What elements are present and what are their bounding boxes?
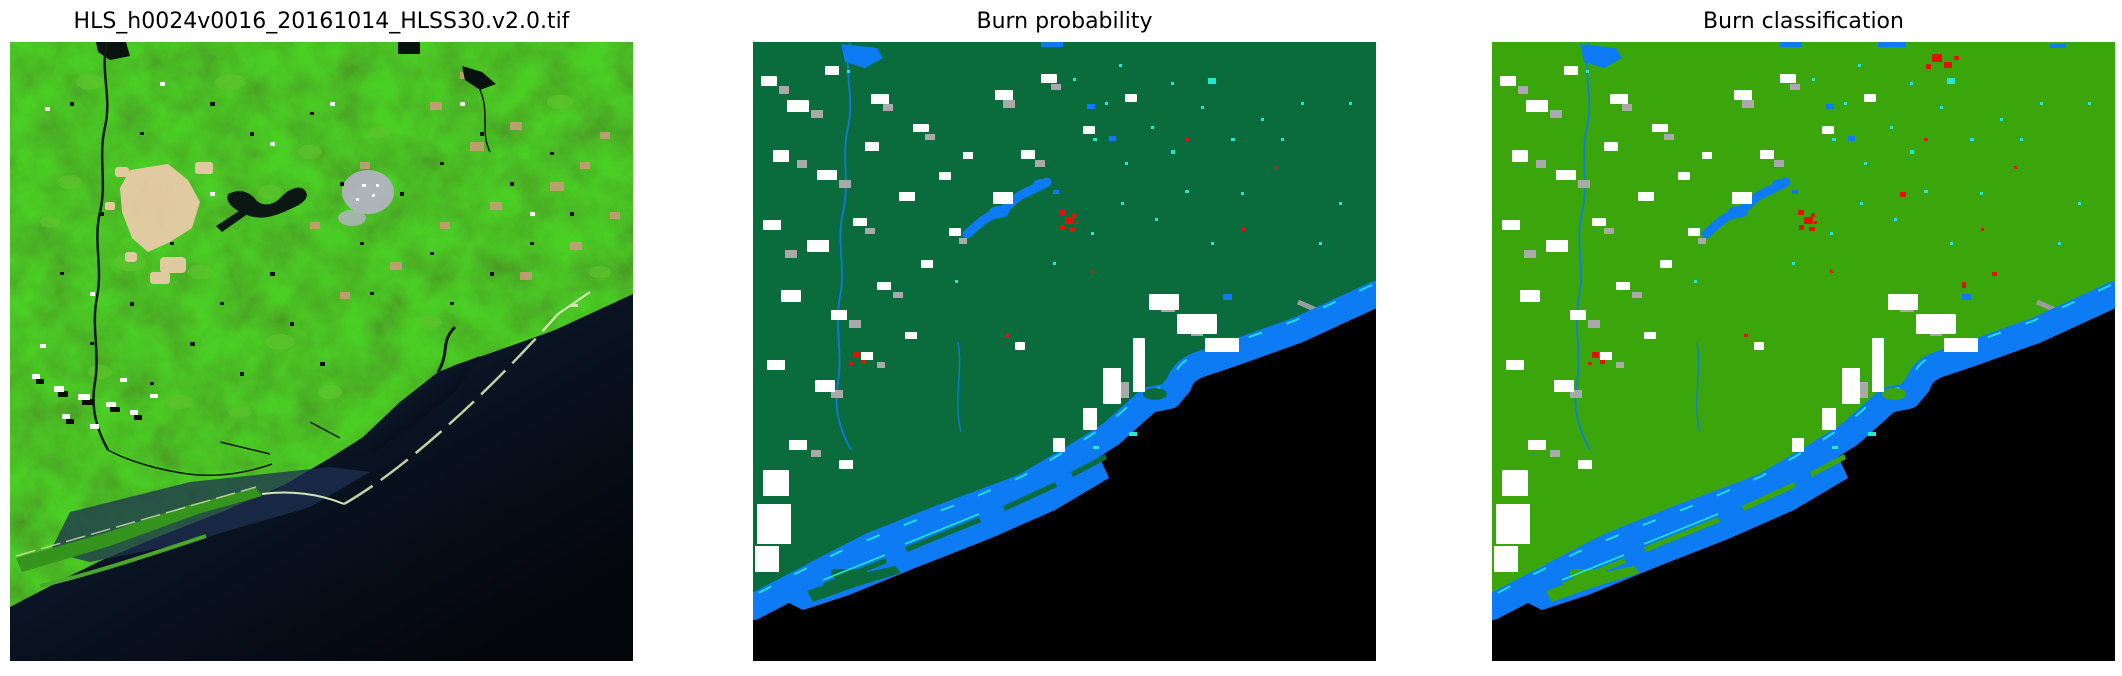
dark-lakes-and-ponds bbox=[60, 42, 574, 385]
lime-vegetation-patches bbox=[40, 74, 611, 418]
estuary-inlet bbox=[362, 356, 480, 452]
tan-sand-patches bbox=[105, 162, 213, 284]
hls-satellite-image bbox=[10, 42, 633, 661]
burn-probability-image bbox=[753, 42, 1376, 661]
panel-title-burn-probability: Burn probability bbox=[976, 9, 1153, 34]
burn-classification-image bbox=[1492, 42, 2115, 661]
panel-title-burn-classification: Burn classification bbox=[1703, 9, 1904, 34]
dark-rivers bbox=[92, 42, 491, 477]
green-bottom-spit bbox=[15, 486, 262, 588]
panel-title-hls: HLS_h0024v0016_20161014_HLSS30.v2.0.tif bbox=[73, 9, 570, 34]
pale-barrier-spits bbox=[261, 291, 591, 506]
town-patch bbox=[338, 170, 394, 226]
